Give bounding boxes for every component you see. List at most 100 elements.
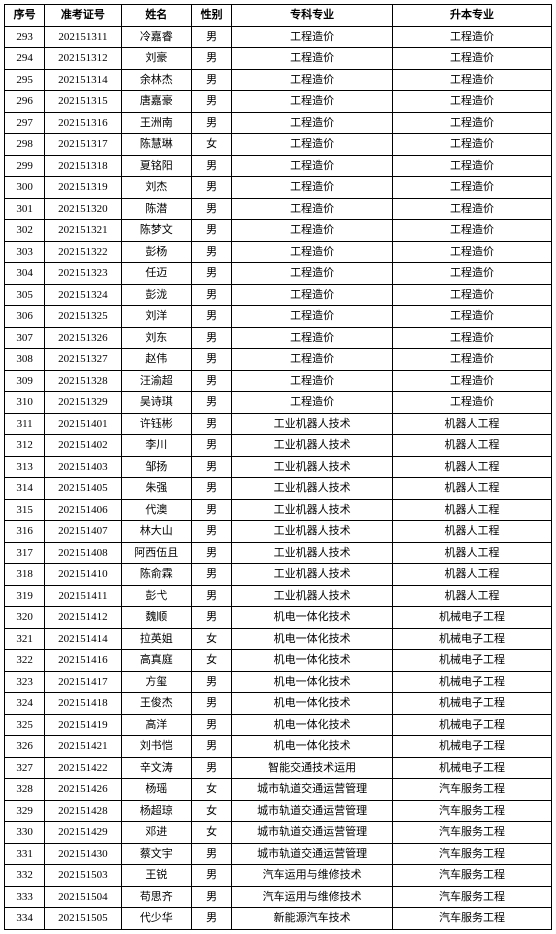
table-row: 315202151406代澳男工业机器人技术机器人工程 bbox=[5, 499, 552, 521]
cell: 汽车服务工程 bbox=[393, 843, 552, 865]
cell: 工程造价 bbox=[393, 112, 552, 134]
cell: 332 bbox=[5, 865, 45, 887]
cell: 男 bbox=[192, 521, 232, 543]
cell: 328 bbox=[5, 779, 45, 801]
cell: 330 bbox=[5, 822, 45, 844]
cell: 299 bbox=[5, 155, 45, 177]
table-row: 297202151316王洲南男工程造价工程造价 bbox=[5, 112, 552, 134]
table-row: 324202151418王俊杰男机电一体化技术机械电子工程 bbox=[5, 693, 552, 715]
cell: 202151428 bbox=[45, 800, 121, 822]
cell: 汪渝超 bbox=[121, 370, 191, 392]
cell: 机器人工程 bbox=[393, 478, 552, 500]
cell: 工程造价 bbox=[232, 48, 393, 70]
table-row: 299202151318夏铭阳男工程造价工程造价 bbox=[5, 155, 552, 177]
header-row: 序号 准考证号 姓名 性别 专科专业 升本专业 bbox=[5, 5, 552, 27]
cell: 男 bbox=[192, 220, 232, 242]
table-row: 331202151430蔡文宇男城市轨道交通运营管理汽车服务工程 bbox=[5, 843, 552, 865]
cell: 男 bbox=[192, 843, 232, 865]
cell: 202151317 bbox=[45, 134, 121, 156]
cell: 男 bbox=[192, 48, 232, 70]
cell: 刘书恺 bbox=[121, 736, 191, 758]
cell: 任迈 bbox=[121, 263, 191, 285]
cell: 202151505 bbox=[45, 908, 121, 930]
cell: 324 bbox=[5, 693, 45, 715]
table-row: 303202151322彭杨男工程造价工程造价 bbox=[5, 241, 552, 263]
cell: 男 bbox=[192, 177, 232, 199]
cell: 202151325 bbox=[45, 306, 121, 328]
table-row: 323202151417方玺男机电一体化技术机械电子工程 bbox=[5, 671, 552, 693]
cell: 334 bbox=[5, 908, 45, 930]
cell: 300 bbox=[5, 177, 45, 199]
cell: 工程造价 bbox=[393, 91, 552, 113]
table-row: 317202151408阿西伍且男工业机器人技术机器人工程 bbox=[5, 542, 552, 564]
cell: 刘东 bbox=[121, 327, 191, 349]
cell: 刘洋 bbox=[121, 306, 191, 328]
table-row: 301202151320陈潜男工程造价工程造价 bbox=[5, 198, 552, 220]
cell: 202151318 bbox=[45, 155, 121, 177]
cell: 305 bbox=[5, 284, 45, 306]
cell: 男 bbox=[192, 306, 232, 328]
cell: 307 bbox=[5, 327, 45, 349]
cell: 331 bbox=[5, 843, 45, 865]
cell: 工业机器人技术 bbox=[232, 585, 393, 607]
cell: 313 bbox=[5, 456, 45, 478]
table-row: 298202151317陈慧琳女工程造价工程造价 bbox=[5, 134, 552, 156]
cell: 297 bbox=[5, 112, 45, 134]
cell: 202151408 bbox=[45, 542, 121, 564]
cell: 陈潜 bbox=[121, 198, 191, 220]
cell: 蔡文宇 bbox=[121, 843, 191, 865]
cell: 202151426 bbox=[45, 779, 121, 801]
cell: 男 bbox=[192, 69, 232, 91]
table-row: 311202151401许钰彬男工业机器人技术机器人工程 bbox=[5, 413, 552, 435]
cell: 202151311 bbox=[45, 26, 121, 48]
cell: 杨超琼 bbox=[121, 800, 191, 822]
cell: 机电一体化技术 bbox=[232, 693, 393, 715]
cell: 202151411 bbox=[45, 585, 121, 607]
cell: 工程造价 bbox=[232, 284, 393, 306]
cell: 309 bbox=[5, 370, 45, 392]
table-row: 312202151402李川男工业机器人技术机器人工程 bbox=[5, 435, 552, 457]
cell: 工程造价 bbox=[232, 241, 393, 263]
cell: 男 bbox=[192, 241, 232, 263]
cell: 机器人工程 bbox=[393, 435, 552, 457]
cell: 304 bbox=[5, 263, 45, 285]
table-row: 327202151422辛文涛男智能交通技术运用机械电子工程 bbox=[5, 757, 552, 779]
cell: 202151407 bbox=[45, 521, 121, 543]
cell: 拉英姐 bbox=[121, 628, 191, 650]
cell: 男 bbox=[192, 478, 232, 500]
cell: 方玺 bbox=[121, 671, 191, 693]
cell: 329 bbox=[5, 800, 45, 822]
cell: 工业机器人技术 bbox=[232, 542, 393, 564]
cell: 城市轨道交通运营管理 bbox=[232, 800, 393, 822]
cell: 男 bbox=[192, 91, 232, 113]
cell: 男 bbox=[192, 327, 232, 349]
cell: 工程造价 bbox=[393, 48, 552, 70]
cell: 202151401 bbox=[45, 413, 121, 435]
cell: 男 bbox=[192, 112, 232, 134]
cell: 吴诗琪 bbox=[121, 392, 191, 414]
cell: 工程造价 bbox=[393, 263, 552, 285]
cell: 312 bbox=[5, 435, 45, 457]
cell: 工程造价 bbox=[393, 177, 552, 199]
cell: 汽车服务工程 bbox=[393, 779, 552, 801]
cell: 机械电子工程 bbox=[393, 607, 552, 629]
cell: 工程造价 bbox=[393, 134, 552, 156]
cell: 工程造价 bbox=[393, 392, 552, 414]
cell: 202151417 bbox=[45, 671, 121, 693]
cell: 苟思齐 bbox=[121, 886, 191, 908]
cell: 机械电子工程 bbox=[393, 671, 552, 693]
cell: 邹扬 bbox=[121, 456, 191, 478]
table-row: 296202151315唐嘉豪男工程造价工程造价 bbox=[5, 91, 552, 113]
cell: 机器人工程 bbox=[393, 499, 552, 521]
cell: 202151326 bbox=[45, 327, 121, 349]
table-row: 329202151428杨超琼女城市轨道交通运营管理汽车服务工程 bbox=[5, 800, 552, 822]
cell: 311 bbox=[5, 413, 45, 435]
cell: 机械电子工程 bbox=[393, 736, 552, 758]
cell: 智能交通技术运用 bbox=[232, 757, 393, 779]
cell: 202151406 bbox=[45, 499, 121, 521]
cell: 294 bbox=[5, 48, 45, 70]
cell: 327 bbox=[5, 757, 45, 779]
cell: 202151504 bbox=[45, 886, 121, 908]
cell: 男 bbox=[192, 757, 232, 779]
table-row: 295202151314余林杰男工程造价工程造价 bbox=[5, 69, 552, 91]
